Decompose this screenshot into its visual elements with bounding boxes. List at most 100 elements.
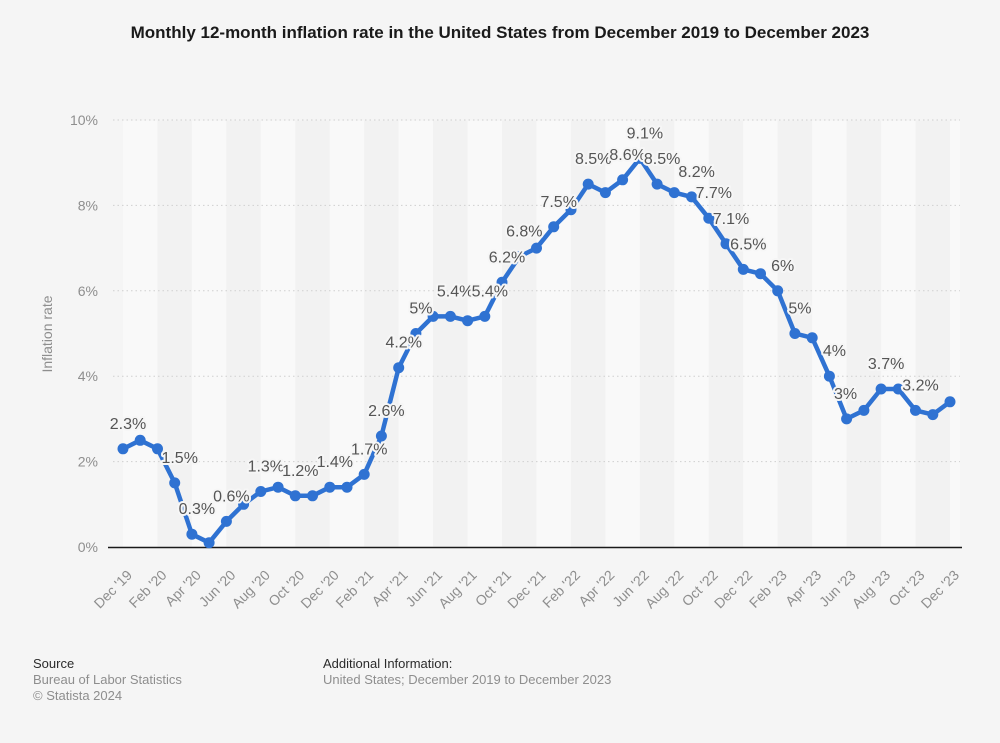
data-point-label: 2.6% (368, 403, 404, 420)
x-tick-label: Aug '21 (435, 567, 480, 612)
data-point (668, 187, 680, 199)
data-point-label: 7.1% (713, 211, 749, 228)
x-tick-label: Dec '19 (91, 567, 136, 612)
chart-band (502, 120, 537, 547)
data-point-label: 6.8% (506, 224, 542, 241)
data-point-label: 8.5% (644, 151, 680, 168)
data-point (393, 362, 405, 374)
chart-band (708, 120, 744, 547)
source-name: Bureau of Labor Statistics (33, 672, 182, 687)
data-point-label: 1.3% (248, 459, 284, 476)
y-axis-tick-labels: 0% 2% 4% 6% 8% 10% (70, 112, 98, 555)
data-point (238, 498, 250, 510)
data-point-label: 6.2% (489, 249, 525, 266)
chart-band (846, 120, 882, 547)
data-point (358, 468, 370, 480)
statista-copyright: © Statista 2024 (33, 688, 123, 703)
data-point (617, 174, 629, 186)
x-tick-label: Feb '22 (539, 567, 583, 611)
chart-band (812, 120, 847, 547)
chart-band (295, 120, 330, 547)
chart-band (123, 120, 158, 547)
data-point (375, 430, 387, 442)
x-tick-label: Apr '20 (162, 567, 205, 610)
data-point (444, 310, 456, 322)
x-tick-label: Apr '23 (782, 567, 825, 610)
chart-band (260, 120, 296, 547)
data-point (858, 404, 870, 416)
x-tick-label: Dec '22 (711, 567, 756, 612)
data-point-label: 8.6% (609, 147, 645, 164)
chart-title: Monthly 12-month inflation rate in the U… (130, 23, 870, 42)
data-point-labels: 2.3% 1.5% 0.3%0.6% 1.3%1.2%1.4%1.7% 2.6% 4.2%… (108, 123, 941, 520)
additional-info-block: Additional Information: United States; D… (323, 656, 611, 688)
data-point (186, 528, 198, 540)
data-point-label: 1.2% (282, 463, 318, 480)
x-tick-label: Feb '23 (746, 567, 790, 611)
y-tick-label: 4% (78, 368, 98, 384)
x-tick-label: Apr '22 (575, 567, 618, 610)
chart-band (743, 120, 778, 547)
data-point-label: 8.5% (575, 151, 611, 168)
data-point (755, 268, 766, 280)
source-block: Source Bureau of Labor Statistics © Stat… (33, 656, 182, 704)
data-point (582, 178, 594, 190)
chart-band (191, 120, 227, 547)
data-point-label: 5.4% (472, 283, 508, 300)
data-point-label: 1.4% (317, 454, 353, 471)
data-point-label: 6% (771, 258, 794, 275)
data-point (479, 310, 491, 322)
y-tick-label: 8% (78, 197, 98, 213)
data-point-label: 4.2% (385, 335, 421, 352)
data-point (255, 486, 267, 497)
data-point (307, 490, 318, 502)
data-point (220, 515, 232, 527)
source-heading: Source (33, 656, 75, 671)
data-point (841, 413, 853, 425)
x-tick-label: Aug '20 (228, 567, 273, 612)
data-point (944, 396, 956, 408)
data-point (634, 152, 646, 164)
data-point (823, 370, 835, 382)
additional-info-heading: Additional Information: (323, 656, 453, 671)
data-point (875, 383, 887, 395)
data-point (496, 276, 508, 288)
data-point-label: 1.7% (351, 441, 387, 458)
y-tick-label: 10% (70, 112, 98, 128)
data-point (772, 285, 784, 297)
data-point (134, 434, 146, 446)
x-tick-label: Dec '21 (504, 567, 549, 612)
data-point (737, 263, 749, 275)
data-point-label: 6.5% (730, 236, 766, 253)
data-point-label: 2.3% (110, 416, 146, 433)
x-tick-label: Dec '23 (918, 567, 963, 612)
data-point (152, 443, 163, 455)
data-point (892, 383, 904, 395)
data-point-label: 3% (834, 386, 857, 403)
data-point-label: 9.1% (627, 125, 663, 142)
data-point (720, 238, 732, 250)
series-line-group (117, 152, 956, 549)
chart-band (329, 120, 365, 547)
data-point-label: 8.2% (678, 164, 714, 181)
data-point-label: 3.2% (902, 377, 938, 394)
data-point-label: 5% (788, 301, 811, 318)
additional-info-text: United States; December 2019 to December… (323, 672, 612, 687)
data-point-label: 5% (409, 301, 432, 318)
x-tick-label: Apr '21 (368, 567, 411, 610)
x-tick-label: Feb '20 (126, 567, 170, 611)
data-point-label: 3.7% (868, 356, 904, 373)
data-point (410, 328, 422, 339)
data-point (651, 178, 663, 190)
data-point (341, 481, 353, 493)
chart-band (364, 120, 399, 547)
data-point (513, 251, 525, 263)
chart-band (433, 120, 468, 547)
data-point (806, 332, 818, 344)
data-point-label: 0.6% (213, 488, 249, 505)
data-point (117, 443, 129, 455)
data-point (289, 490, 301, 502)
data-point (565, 204, 577, 216)
